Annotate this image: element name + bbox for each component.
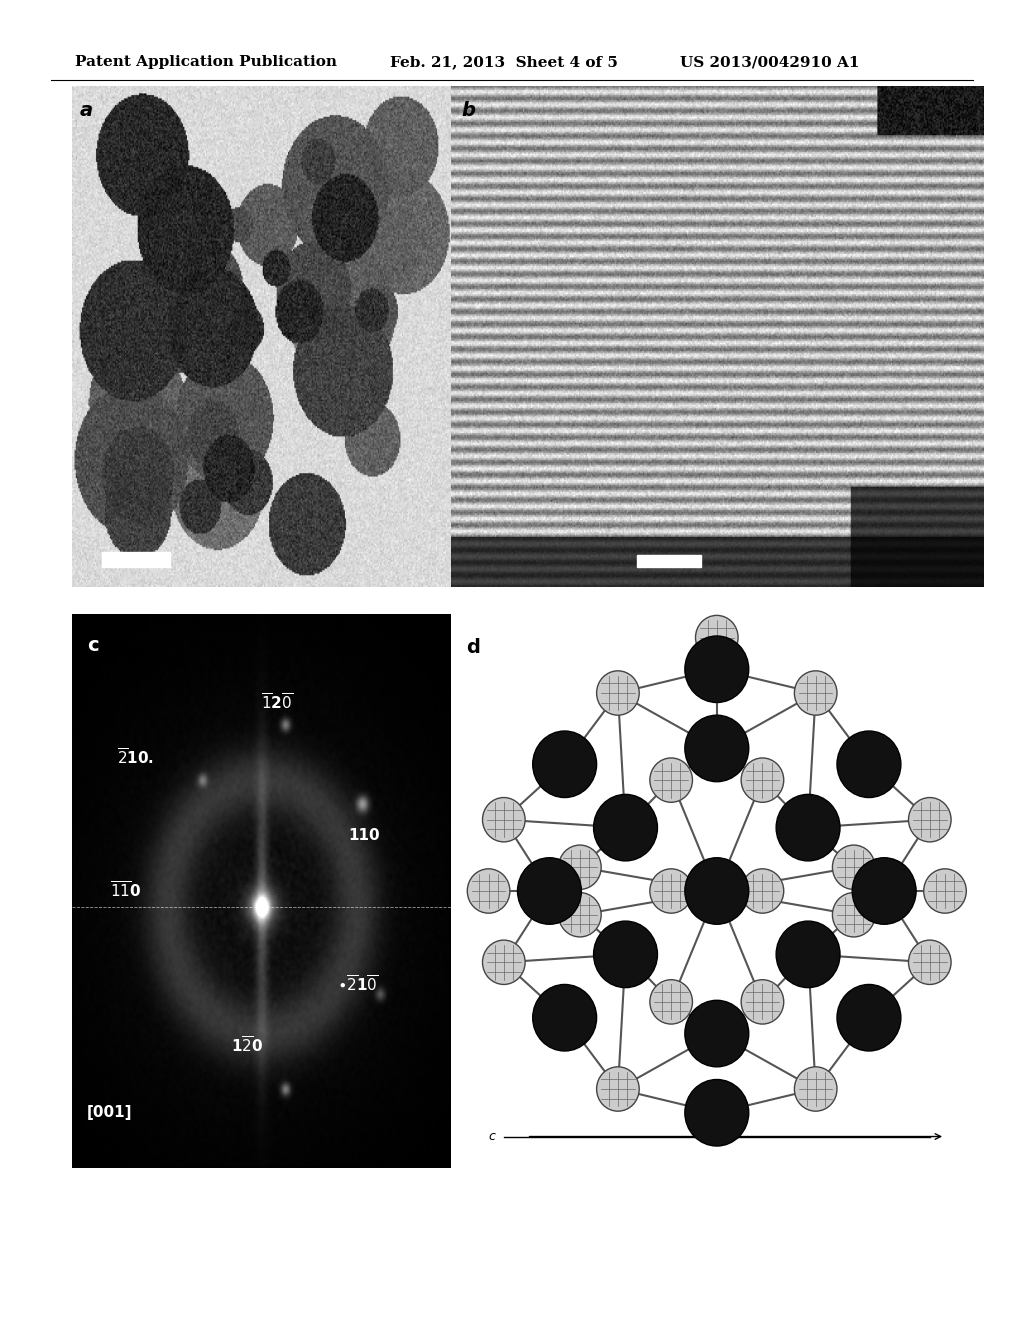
Circle shape	[532, 985, 597, 1051]
Circle shape	[685, 1080, 749, 1146]
Circle shape	[558, 892, 601, 937]
Circle shape	[795, 1067, 837, 1111]
Circle shape	[685, 1001, 749, 1067]
Circle shape	[482, 797, 525, 842]
Circle shape	[795, 671, 837, 715]
Circle shape	[517, 858, 582, 924]
Text: $\overline{2}$10.: $\overline{2}$10.	[117, 748, 155, 768]
Circle shape	[482, 940, 525, 985]
Circle shape	[597, 1067, 639, 1111]
Text: c: c	[488, 1130, 496, 1143]
Bar	[637, 554, 700, 568]
Text: d: d	[466, 638, 479, 656]
Circle shape	[597, 671, 639, 715]
Circle shape	[650, 758, 692, 803]
Circle shape	[837, 731, 901, 797]
Text: Figure 5.: Figure 5.	[358, 195, 442, 214]
Text: $\overline{1}$2$\overline{0}$: $\overline{1}$2$\overline{0}$	[261, 693, 293, 713]
Circle shape	[685, 715, 749, 781]
Circle shape	[908, 797, 951, 842]
Text: $\overline{1}\overline{1}$0: $\overline{1}\overline{1}$0	[110, 880, 141, 902]
Text: $\bullet$$\overline{2}$1$\overline{0}$: $\bullet$$\overline{2}$1$\overline{0}$	[337, 975, 379, 995]
Circle shape	[650, 869, 692, 913]
Circle shape	[594, 795, 657, 861]
Circle shape	[695, 615, 738, 660]
Circle shape	[532, 731, 597, 797]
Text: Patent Application Publication: Patent Application Publication	[75, 55, 337, 69]
Circle shape	[833, 845, 876, 890]
Circle shape	[685, 858, 749, 924]
Circle shape	[467, 869, 510, 913]
Circle shape	[852, 858, 916, 924]
Text: US 2013/0042910 A1: US 2013/0042910 A1	[680, 55, 859, 69]
Circle shape	[924, 869, 967, 913]
Text: a: a	[79, 100, 92, 120]
Circle shape	[741, 758, 783, 803]
Circle shape	[776, 795, 840, 861]
Text: 110: 110	[348, 828, 380, 843]
Circle shape	[558, 845, 601, 890]
Circle shape	[650, 979, 692, 1024]
Text: c: c	[87, 636, 98, 655]
Circle shape	[741, 979, 783, 1024]
Circle shape	[833, 892, 876, 937]
Circle shape	[594, 921, 657, 987]
Circle shape	[685, 636, 749, 702]
Circle shape	[741, 869, 783, 913]
Circle shape	[776, 921, 840, 987]
Text: 1$\overline{2}$0: 1$\overline{2}$0	[230, 1036, 263, 1056]
Text: b: b	[461, 100, 475, 120]
Bar	[102, 552, 170, 568]
Text: Feb. 21, 2013  Sheet 4 of 5: Feb. 21, 2013 Sheet 4 of 5	[390, 55, 617, 69]
Text: [001]: [001]	[87, 1105, 132, 1121]
Circle shape	[908, 940, 951, 985]
Circle shape	[837, 985, 901, 1051]
